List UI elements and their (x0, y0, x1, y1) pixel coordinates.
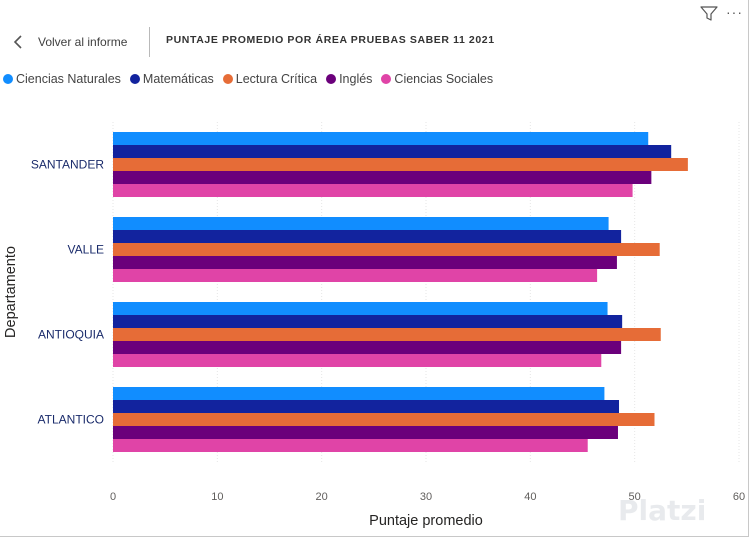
bar (113, 439, 588, 452)
bar (113, 354, 602, 367)
bar (113, 132, 649, 145)
watermark-text: Platzi (618, 494, 707, 527)
legend-marker (129, 74, 140, 84)
back-button-label: Volver al informe (38, 35, 128, 49)
filter-icon[interactable] (700, 6, 718, 22)
x-axis-title: Puntaje promedio (369, 513, 483, 529)
legend-label: Ciencias Naturales (16, 72, 121, 86)
chart-legend: Ciencias Naturales Matemáticas Lectura Crí… (0, 70, 499, 88)
bar (113, 400, 620, 413)
legend-marker (326, 74, 337, 84)
y-axis-title: Departamento (3, 246, 19, 338)
bar (113, 269, 598, 282)
page-title: PUNTAJE PROMEDIO POR ÁREA PRUEBAS SABER … (166, 34, 495, 46)
x-tick-label: 50 (629, 491, 641, 503)
legend-marker (222, 74, 233, 84)
legend-item[interactable]: Inglés (323, 72, 372, 86)
bar (113, 217, 609, 230)
legend-label: Matemáticas (142, 72, 214, 86)
bar (113, 315, 623, 328)
legend-marker (381, 74, 392, 84)
more-options-icon[interactable]: ··· (726, 4, 743, 20)
bar (113, 426, 618, 439)
chevron-left-icon (13, 35, 22, 49)
report-header: Volver al informe PUNTAJE PROMEDIO POR Á… (0, 24, 749, 60)
y-tick-label: VALLE (68, 243, 104, 257)
bar (113, 387, 605, 400)
x-tick-label: 40 (524, 491, 536, 503)
y-tick-label: ANTIOQUIA (38, 328, 104, 342)
x-tick-label: 30 (420, 491, 432, 503)
back-to-report-button[interactable]: Volver al informe (10, 29, 127, 55)
legend-item[interactable]: Ciencias Naturales (0, 72, 121, 86)
visual-toolbar: ··· (0, 0, 749, 28)
platzi-watermark: Platzi (618, 494, 706, 527)
bar (113, 184, 633, 197)
legend-item[interactable]: Matemáticas (127, 72, 214, 86)
bar (113, 145, 672, 158)
legend-label: Inglés (339, 72, 373, 86)
header-divider (149, 27, 150, 57)
x-tick-label: 10 (211, 491, 223, 503)
bar (113, 328, 661, 341)
x-tick-label: 0 (110, 491, 116, 503)
legend-item[interactable]: Lectura Crítica (220, 72, 317, 86)
bar (113, 171, 652, 184)
bar (113, 243, 660, 256)
bar (113, 302, 608, 315)
bar (113, 413, 655, 426)
bar (113, 230, 622, 243)
x-tick-label: 20 (316, 491, 328, 503)
bar (113, 256, 617, 269)
x-tick-label: 60 (733, 491, 745, 503)
legend-label: Ciencias Sociales (394, 72, 494, 86)
legend-label: Lectura Crítica (235, 72, 318, 86)
bar (113, 341, 622, 354)
legend-marker (3, 74, 13, 84)
y-tick-label: SANTANDER (31, 158, 104, 172)
legend-item[interactable]: Ciencias Sociales (378, 72, 493, 86)
y-tick-label: ATLANTICO (38, 413, 104, 427)
bar (113, 158, 688, 171)
